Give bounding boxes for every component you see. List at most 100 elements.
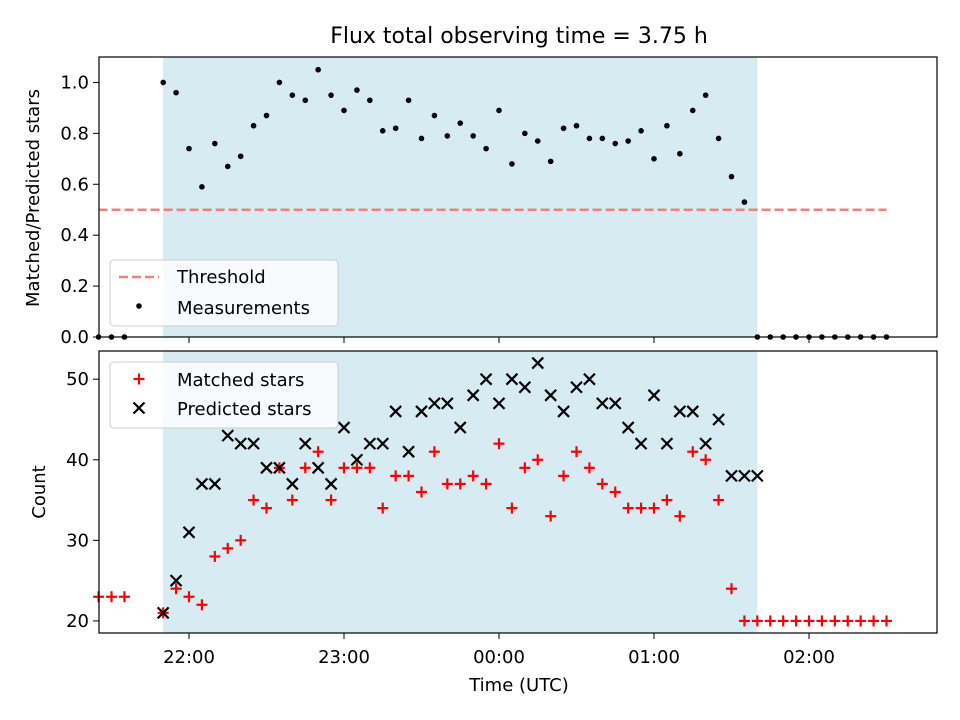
predicted-star-point-b	[376, 437, 390, 450]
predicted-star-point-b	[428, 397, 441, 410]
predicted-star-point	[169, 574, 183, 587]
predicted-star-point	[247, 437, 260, 450]
measurement-point	[689, 107, 696, 114]
predicted-star-point	[570, 380, 583, 394]
legend-matched-label: Matched stars	[177, 370, 304, 391]
predicted-star-point-b	[557, 405, 570, 418]
bottom-legend: Matched stars Predicted stars	[109, 361, 339, 429]
predicted-star-point-b	[311, 461, 325, 475]
measurement-point	[741, 199, 748, 205]
predicted-star-point	[350, 453, 364, 467]
predicted-star-point-b	[273, 461, 286, 475]
matched-star-point	[583, 462, 595, 474]
legend-measurement-marker	[136, 303, 142, 309]
measurement-point	[160, 79, 166, 86]
measurement-point	[212, 140, 218, 147]
predicted-star-point-b	[492, 397, 506, 410]
predicted-star-point	[156, 606, 170, 620]
measurement-point	[289, 92, 296, 98]
predicted-star-point	[195, 477, 209, 491]
matched-star-point	[222, 542, 234, 554]
matched-star-point	[803, 615, 815, 627]
matched-star-point	[325, 494, 337, 506]
predicted-star-point-b	[544, 389, 557, 402]
predicted-star-point	[557, 405, 570, 418]
top-y-axis-label: Matched/Predicted stars	[23, 89, 44, 307]
predicted-star-point-b	[518, 380, 532, 394]
predicted-star-point	[286, 477, 299, 491]
matched-star-point	[118, 591, 130, 603]
measurement-point	[599, 135, 606, 142]
measurement-point	[483, 145, 489, 152]
matched-star-point	[428, 446, 440, 458]
measurement-point	[534, 138, 541, 144]
matched-star-point	[713, 494, 725, 506]
matched-star-point	[403, 470, 415, 482]
matched-star-point	[816, 615, 828, 627]
matched-star-point	[248, 494, 260, 506]
predicted-star-point	[182, 526, 196, 539]
x-tick-label: 22:00	[163, 647, 215, 668]
measurement-point	[573, 122, 580, 129]
predicted-star-point	[453, 421, 467, 434]
matched-star-point	[312, 446, 324, 458]
predicted-star-point-b	[686, 405, 700, 418]
measurement-point	[677, 150, 683, 157]
measurement-point	[328, 92, 334, 98]
predicted-star-point	[699, 437, 712, 450]
bottom-axes-frame	[98, 350, 938, 634]
matched-star-point	[635, 502, 647, 514]
legend-threshold-label: Threshold	[176, 267, 266, 288]
x-tick-label: 00:00	[473, 647, 525, 668]
matched-star-point	[261, 502, 272, 514]
matched-star-point	[170, 583, 182, 595]
x-axis-label: Time (UTC)	[468, 675, 569, 696]
predicted-star-point	[389, 405, 402, 418]
predicted-star-point-b	[389, 405, 402, 418]
measurement-point	[379, 128, 386, 134]
predicted-star-point-b	[608, 397, 622, 410]
matched-star-point	[868, 615, 880, 627]
top-y-tick-label: 0.8	[60, 123, 89, 144]
predicted-star-point	[273, 461, 286, 475]
predicted-star-point-b	[570, 380, 583, 394]
predicted-star-point-b	[466, 389, 480, 402]
x-tick-label: 23:00	[318, 647, 370, 668]
bottom-y-tick-label: 50	[66, 369, 89, 390]
measurement-point	[664, 122, 670, 129]
predicted-star-point	[505, 372, 519, 386]
matched-star-point	[790, 615, 802, 627]
measurement-point	[560, 125, 567, 132]
matched-star-point	[506, 502, 518, 514]
measurement-point	[418, 135, 425, 142]
matched-star-point	[661, 494, 673, 506]
bottom-y-tick-label: 20	[66, 611, 89, 632]
measurement-point	[392, 125, 399, 132]
matched-star-point	[416, 486, 427, 498]
measurement-point	[444, 133, 451, 139]
matched-star-point	[674, 510, 686, 522]
matched-star-point	[196, 599, 208, 611]
measurement-point	[522, 130, 528, 137]
matched-star-point	[855, 615, 867, 627]
predicted-star-point-b	[260, 461, 273, 475]
matched-star-point	[493, 438, 505, 450]
predicted-star-point	[298, 437, 312, 450]
predicted-star-point-b	[195, 477, 209, 491]
legend-predicted-marker	[132, 401, 146, 415]
top-y-tick-label: 1.0	[60, 72, 89, 93]
predicted-star-point	[544, 389, 557, 402]
matched-star-point	[390, 470, 402, 482]
measurement-point	[470, 133, 476, 139]
predicted-star-point	[260, 461, 273, 475]
matched-star-point	[571, 446, 582, 458]
predicted-star-point	[712, 413, 725, 426]
matched-star-point	[764, 615, 776, 627]
predicted-star-point	[738, 469, 751, 483]
predicted-star-point-b	[531, 356, 545, 370]
top-axes-frame	[98, 56, 938, 338]
predicted-star-point-b	[247, 437, 260, 450]
predicted-star-point-b	[621, 421, 635, 434]
measurement-point	[263, 112, 270, 119]
predicted-star-point	[428, 397, 441, 410]
